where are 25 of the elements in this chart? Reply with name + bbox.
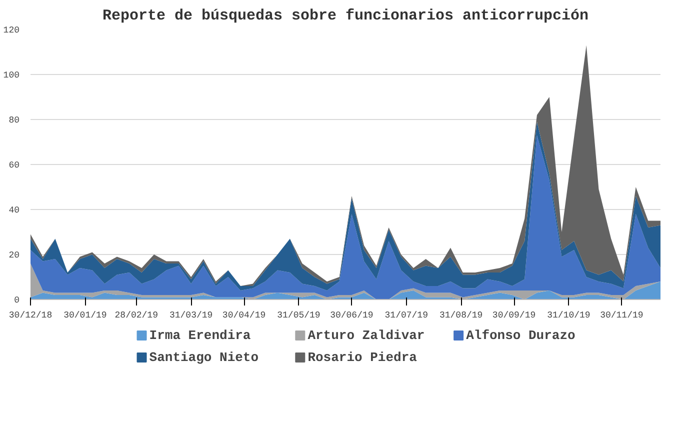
y-tick-label: 20: [8, 250, 20, 260]
y-tick-label: 0: [14, 296, 20, 306]
y-tick-label: 80: [8, 116, 20, 126]
x-tick-label: 31/03/19: [169, 310, 213, 320]
legend-label: Irma Erendira: [149, 328, 251, 343]
y-tick-label: 40: [8, 206, 20, 216]
x-tick-label: 30/04/19: [222, 310, 266, 320]
legend-label: Rosario Piedra: [308, 350, 418, 365]
x-tick-label: 31/07/19: [384, 310, 428, 320]
x-tick-label: 28/02/19: [114, 310, 158, 320]
legend-label: Alfonso Durazo: [466, 328, 576, 343]
legend-label: Santiago Nieto: [149, 350, 259, 365]
x-tick-label: 30/09/19: [492, 310, 536, 320]
x-tick-label: 30/12/18: [8, 310, 52, 320]
y-tick-label: 60: [8, 160, 20, 170]
x-tick-label: 31/10/19: [547, 310, 590, 320]
legend-label: Arturo Zaldivar: [308, 328, 425, 343]
x-tick-label: 31/08/19: [439, 310, 483, 320]
x-tick-label: 30/01/19: [64, 310, 107, 320]
chart-title: Reporte de búsquedas sobre funcionarios anticorrupción: [102, 8, 589, 24]
x-tick-label: 31/05/19: [277, 310, 320, 320]
y-tick-label: 100: [3, 70, 20, 80]
x-tick-label: 30/06/19: [330, 310, 374, 320]
x-tick-label: 30/11/19: [600, 310, 644, 320]
y-tick-label: 120: [3, 26, 20, 36]
